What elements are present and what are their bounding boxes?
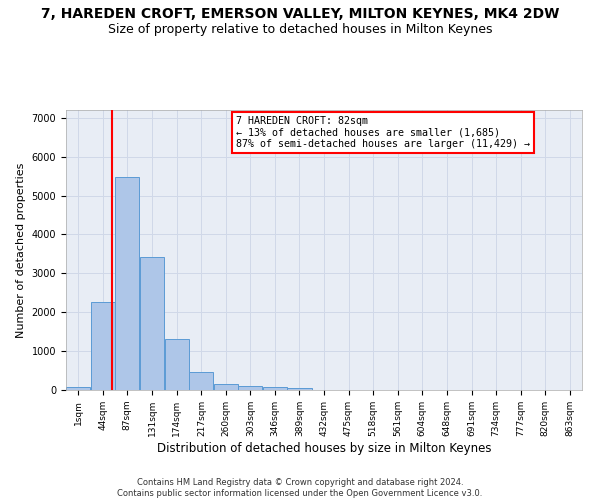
X-axis label: Distribution of detached houses by size in Milton Keynes: Distribution of detached houses by size … xyxy=(157,442,491,454)
Bar xyxy=(91,302,115,390)
Bar xyxy=(66,387,90,390)
Bar xyxy=(263,388,287,390)
Bar xyxy=(190,372,214,390)
Text: 7, HAREDEN CROFT, EMERSON VALLEY, MILTON KEYNES, MK4 2DW: 7, HAREDEN CROFT, EMERSON VALLEY, MILTON… xyxy=(41,8,559,22)
Text: Size of property relative to detached houses in Milton Keynes: Size of property relative to detached ho… xyxy=(108,22,492,36)
Text: Contains HM Land Registry data © Crown copyright and database right 2024.
Contai: Contains HM Land Registry data © Crown c… xyxy=(118,478,482,498)
Bar xyxy=(287,388,311,390)
Bar xyxy=(214,384,238,390)
Bar xyxy=(115,178,139,390)
Bar xyxy=(140,256,164,390)
Bar xyxy=(165,339,189,390)
Y-axis label: Number of detached properties: Number of detached properties xyxy=(16,162,26,338)
Text: 7 HAREDEN CROFT: 82sqm
← 13% of detached houses are smaller (1,685)
87% of semi-: 7 HAREDEN CROFT: 82sqm ← 13% of detached… xyxy=(236,116,530,149)
Bar xyxy=(238,386,262,390)
